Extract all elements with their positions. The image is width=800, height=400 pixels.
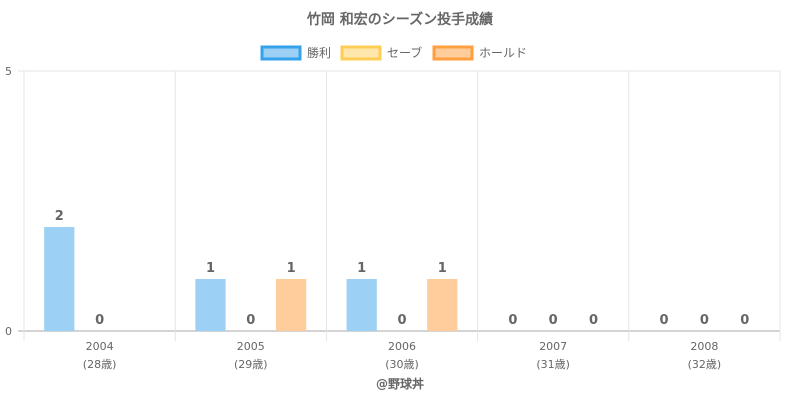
x-tick-sublabel: (30歳) <box>385 358 419 371</box>
chart-title: 竹岡 和宏のシーズン投手成績 <box>306 11 493 28</box>
legend-label: セーブ <box>387 45 422 60</box>
bar-value-label: 0 <box>740 313 749 328</box>
x-tick-sublabel: (32歳) <box>688 358 722 371</box>
bar-value-label: 2 <box>55 209 64 224</box>
grid <box>18 70 781 341</box>
bar-value-label: 0 <box>549 313 558 328</box>
legend-label: ホールド <box>479 46 527 60</box>
x-tick-label: 2007 <box>539 340 567 353</box>
x-tick-label: 2008 <box>690 340 718 353</box>
credit-label: @野球丼 <box>376 376 424 391</box>
bar-value-label: 1 <box>287 261 296 276</box>
x-tick-label: 2004 <box>86 340 114 353</box>
bar-value-label: 0 <box>508 313 517 328</box>
bar <box>427 279 458 331</box>
legend-swatch <box>260 45 302 61</box>
y-axis: 05 <box>5 65 12 338</box>
bar-value-label: 1 <box>438 261 447 276</box>
x-tick-sublabel: (28歳) <box>83 358 117 371</box>
x-tick-sublabel: (31歳) <box>536 358 570 371</box>
bar-value-label: 0 <box>700 313 709 328</box>
bar-value-label: 0 <box>589 313 598 328</box>
legend-swatch <box>432 45 474 61</box>
bar <box>346 279 377 331</box>
value-labels: 2 1 1 0 0 0 0 0 0 0 1 1 0 0 <box>55 209 749 328</box>
legend: 勝利 セーブ ホールド <box>260 45 527 61</box>
x-tick-label: 2006 <box>388 340 416 353</box>
x-tick-label: 2005 <box>237 340 265 353</box>
bar-value-label: 0 <box>397 313 406 328</box>
bars <box>44 227 458 331</box>
bar-value-label: 1 <box>357 261 366 276</box>
bar <box>44 227 75 331</box>
bar <box>276 279 307 331</box>
legend-label: 勝利 <box>307 45 331 60</box>
legend-swatch <box>340 45 382 61</box>
bar-value-label: 0 <box>660 313 669 328</box>
y-tick-label: 0 <box>5 325 12 338</box>
bar-value-label: 0 <box>246 313 255 328</box>
bar-value-label: 0 <box>95 313 104 328</box>
x-tick-sublabel: (29歳) <box>234 358 268 371</box>
bar <box>195 279 226 331</box>
y-tick-label: 5 <box>5 65 12 78</box>
bar-value-label: 1 <box>206 261 215 276</box>
x-axis: 2004 (28歳) 2005 (29歳) 2006 (30歳) 2007 (31歳) 2008… <box>83 340 721 371</box>
